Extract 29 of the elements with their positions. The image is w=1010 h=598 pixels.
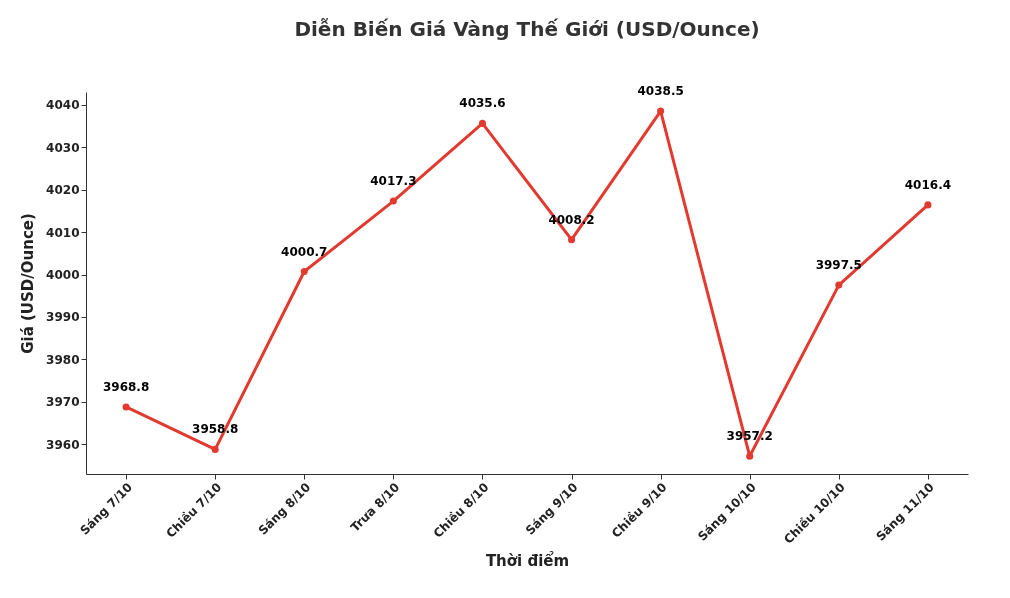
data-label: 3997.5 (815, 258, 862, 273)
y-axis-title: Giá (USD/Ounce) (19, 213, 38, 354)
data-label: 4017.3 (370, 174, 417, 189)
y-tick-label: 3990 (46, 310, 80, 325)
data-label: 3968.8 (102, 379, 150, 394)
point (746, 452, 754, 460)
x-axis-title: Thời điểm (485, 550, 570, 570)
y-tick-label: 4000 (46, 268, 80, 283)
y-tick-label: 3980 (46, 352, 80, 367)
point (924, 201, 932, 209)
data-label: 4038.5 (637, 84, 684, 99)
y-tick-label: 4040 (46, 98, 80, 113)
data-label: 4016.4 (904, 177, 952, 192)
y-tick-label: 3970 (46, 395, 80, 410)
point (389, 197, 397, 205)
y-tick-label: 4030 (46, 140, 80, 155)
point (568, 236, 576, 244)
point (300, 268, 308, 276)
y-tick-label: 3960 (46, 437, 80, 452)
point (835, 281, 843, 289)
data-label: 4000.7 (281, 244, 328, 259)
y-tick-label: 4010 (46, 225, 80, 240)
point (122, 403, 130, 411)
chart-title: Diễn Biến Giá Vàng Thế Giới (USD/Ounce) (294, 17, 760, 42)
point (211, 445, 219, 453)
point (657, 107, 665, 115)
y-tick-label: 4020 (46, 183, 80, 198)
point (478, 119, 486, 127)
data-label: 4035.6 (459, 96, 506, 111)
